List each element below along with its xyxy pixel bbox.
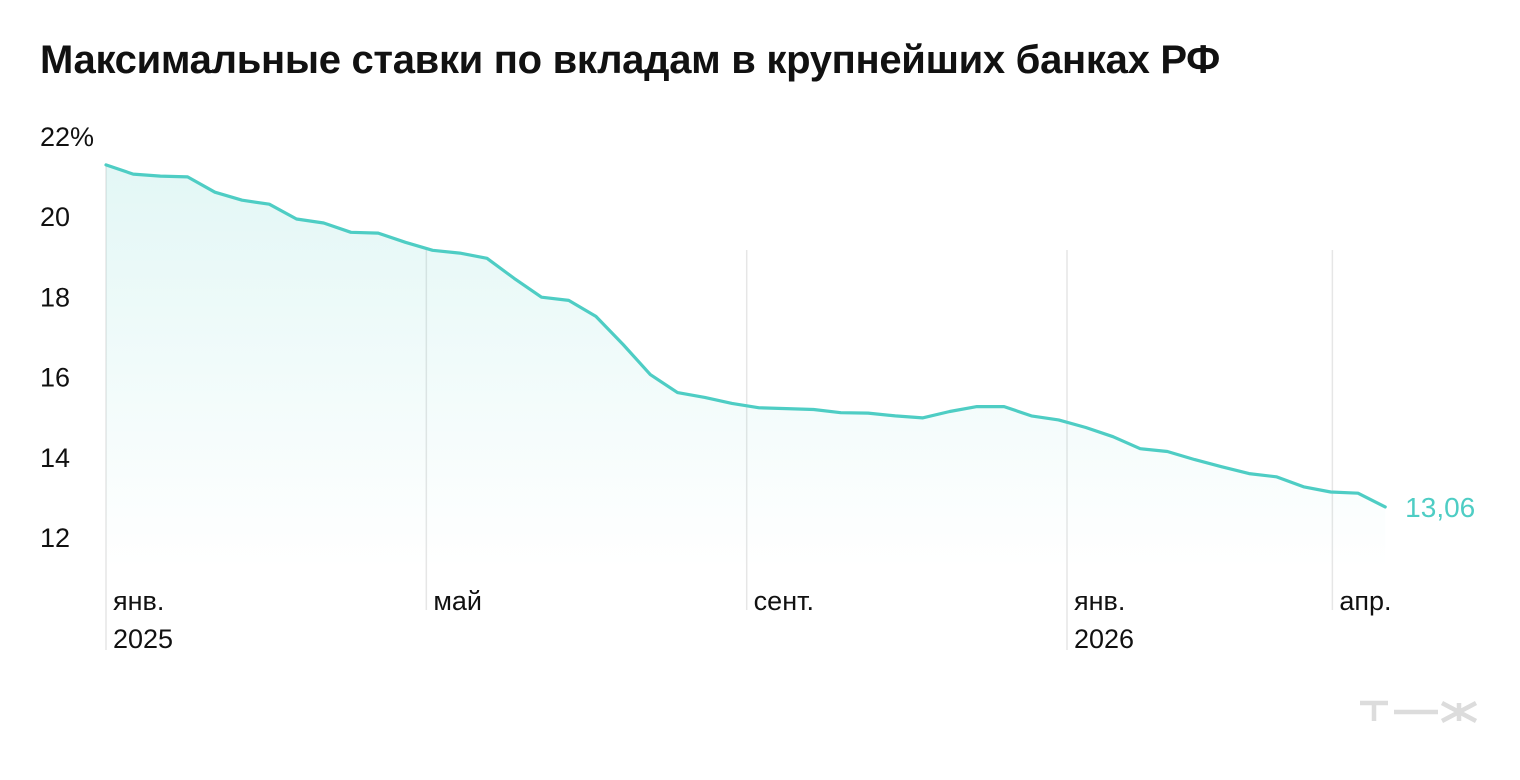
chart-title: Максимальные ставки по вкладам в крупней… (40, 38, 1221, 82)
x-tick-year-label: 2025 (113, 624, 173, 654)
x-tick-label: апр. (1339, 586, 1391, 616)
x-tick-year-label: 2026 (1074, 624, 1134, 654)
y-tick-label: 18 (40, 282, 70, 312)
y-axis-ticks: 22% 20 18 16 14 12 (40, 122, 94, 553)
x-tick-label: май (433, 586, 482, 616)
y-tick-label: 22% (40, 122, 94, 152)
y-tick-label: 16 (40, 363, 70, 393)
area-fill (106, 164, 1386, 569)
x-axis-ticks: янв. 2025 май сент. янв. 2026 апр. (113, 586, 1392, 654)
y-tick-label: 12 (40, 523, 70, 553)
brand-logo (1360, 700, 1478, 723)
y-tick-label: 20 (40, 202, 70, 232)
x-tick-label: янв. (1074, 586, 1125, 616)
y-tick-label: 14 (40, 443, 70, 473)
end-value-label: 13,06 (1405, 492, 1475, 523)
x-tick-label: сент. (754, 586, 814, 616)
x-tick-label: янв. (113, 586, 164, 616)
series-line (104, 163, 1387, 509)
